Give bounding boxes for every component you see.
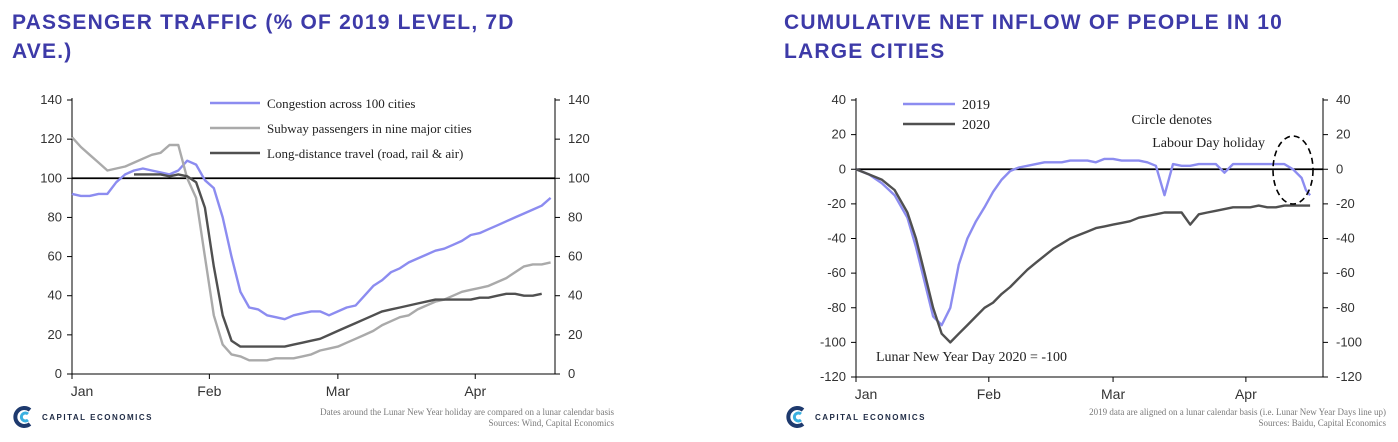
annotation-text: Labour Day holiday bbox=[1152, 136, 1265, 151]
passenger-traffic-chart: 0 0 20 20 40 40 60 60 80 80 100 100 120 120 140 140 Jan F… bbox=[40, 92, 590, 399]
y-tick-label: -80 bbox=[827, 300, 846, 315]
y-tick-label: 100 bbox=[40, 170, 62, 185]
y-tick-label: -60 bbox=[1336, 265, 1355, 280]
chart-title-line-2: LARGE CITIES bbox=[784, 40, 946, 63]
y-tick-label: 0 bbox=[1336, 161, 1343, 176]
y-tick-label: 0 bbox=[55, 366, 62, 381]
y-tick-label: 100 bbox=[568, 170, 590, 185]
x-tick-label: Apr bbox=[464, 383, 486, 399]
y-tick-label: -80 bbox=[1336, 300, 1355, 315]
y-tick-label: 0 bbox=[568, 366, 575, 381]
x-tick-label: Mar bbox=[326, 383, 350, 399]
x-tick-label: Feb bbox=[977, 386, 1001, 402]
capital-economics-logo-icon bbox=[786, 406, 805, 428]
chart-title: CUMULATIVE NET INFLOW OF PEOPLE IN 10 LA… bbox=[784, 8, 1283, 66]
net-inflow-chart: -120 -120 -100 -100 -80 -80 -60 -60 -40 -40 -20 -20… bbox=[820, 92, 1362, 402]
x-tick-label: Jan bbox=[855, 386, 878, 402]
legend-label: 2020 bbox=[962, 118, 990, 133]
y-tick-label: 40 bbox=[832, 92, 846, 107]
y-tick-label: 120 bbox=[568, 131, 590, 146]
series-line-3 bbox=[134, 173, 542, 348]
y-tick-label: -20 bbox=[1336, 196, 1355, 211]
passenger-traffic-panel: PASSENGER TRAFFIC (% OF 2019 LEVEL, 7D A… bbox=[12, 8, 614, 429]
y-tick-label: 20 bbox=[1336, 127, 1350, 142]
annotation-text: Lunar New Year Day 2020 = -100 bbox=[876, 350, 1067, 365]
y-tick-label: 20 bbox=[832, 127, 846, 142]
series-line-1 bbox=[71, 159, 552, 321]
chart-sources: Sources: Wind, Capital Economics bbox=[488, 418, 614, 428]
legend-label: 2019 bbox=[962, 98, 990, 113]
legend-label: Subway passengers in nine major cities bbox=[267, 121, 472, 136]
series-line-2 bbox=[855, 168, 1311, 344]
y-tick-label: 20 bbox=[568, 327, 582, 342]
y-tick-label: 40 bbox=[568, 288, 582, 303]
annotation-text: Circle denotes bbox=[1132, 113, 1212, 128]
chart-title-line-1: CUMULATIVE NET INFLOW OF PEOPLE IN 10 bbox=[784, 11, 1284, 34]
chart-footnote: 2019 data are aligned on a lunar calenda… bbox=[1089, 407, 1386, 417]
y-tick-label: 140 bbox=[40, 92, 62, 107]
chart-title-line-1: PASSENGER TRAFFIC (% OF 2019 LEVEL, 7D bbox=[12, 11, 515, 34]
chart-notes: 2019 data are aligned on a lunar calenda… bbox=[1089, 407, 1386, 429]
y-tick-label: -60 bbox=[827, 265, 846, 280]
chart-sources: Sources: Baidu, Capital Economics bbox=[1258, 418, 1386, 428]
y-tick-label: 80 bbox=[568, 209, 582, 224]
y-tick-label: -120 bbox=[820, 369, 846, 384]
series-line-2 bbox=[71, 136, 551, 362]
y-tick-label: 0 bbox=[839, 161, 846, 176]
x-tick-label: Jan bbox=[71, 383, 94, 399]
y-tick-label: 140 bbox=[568, 92, 590, 107]
y-tick-label: -20 bbox=[827, 196, 846, 211]
labour-day-circle bbox=[1272, 135, 1314, 205]
x-tick-label: Mar bbox=[1101, 386, 1125, 402]
legend-label: Congestion across 100 cities bbox=[267, 96, 415, 111]
x-tick-label: Apr bbox=[1235, 386, 1257, 402]
y-tick-label: -100 bbox=[1336, 334, 1362, 349]
legend-label: Long-distance travel (road, rail & air) bbox=[267, 146, 463, 161]
chart-notes: Dates around the Lunar New Year holiday … bbox=[320, 407, 614, 429]
y-tick-label: 40 bbox=[1336, 92, 1350, 107]
y-tick-label: 20 bbox=[48, 327, 62, 342]
y-tick-label: 120 bbox=[40, 131, 62, 146]
y-tick-label: -40 bbox=[827, 231, 846, 246]
chart-footnote: Dates around the Lunar New Year holiday … bbox=[320, 407, 614, 417]
chart-title-line-2: AVE.) bbox=[12, 40, 73, 63]
y-tick-label: -100 bbox=[820, 334, 846, 349]
capital-economics-logo: CAPITAL ECONOMICS bbox=[785, 405, 926, 429]
net-inflow-panel: CUMULATIVE NET INFLOW OF PEOPLE IN 10 LA… bbox=[775, 0, 1398, 442]
series-line-1 bbox=[855, 157, 1312, 327]
y-tick-label: 80 bbox=[48, 209, 62, 224]
y-tick-label: -40 bbox=[1336, 231, 1355, 246]
capital-economics-logo-icon bbox=[13, 406, 32, 428]
logo-text: CAPITAL ECONOMICS bbox=[42, 412, 153, 422]
y-tick-label: 40 bbox=[48, 288, 62, 303]
logo-text: CAPITAL ECONOMICS bbox=[815, 412, 926, 422]
capital-economics-logo: CAPITAL ECONOMICS bbox=[12, 405, 153, 429]
chart-title: PASSENGER TRAFFIC (% OF 2019 LEVEL, 7D A… bbox=[12, 8, 515, 66]
y-tick-label: -120 bbox=[1336, 369, 1362, 384]
x-tick-label: Feb bbox=[197, 383, 221, 399]
y-tick-label: 60 bbox=[48, 249, 62, 264]
y-tick-label: 60 bbox=[568, 249, 582, 264]
